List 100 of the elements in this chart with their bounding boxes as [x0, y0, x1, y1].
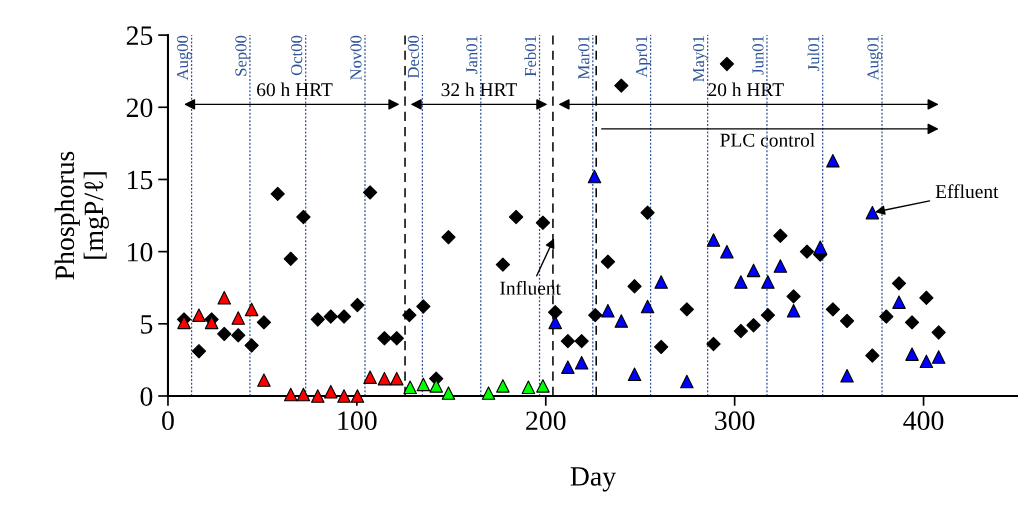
- point: [337, 389, 351, 403]
- ref-line-label: Aug00: [176, 35, 192, 81]
- point: [403, 380, 417, 395]
- x-axis-title: Day: [570, 467, 617, 492]
- ref-line-label: Feb01: [524, 36, 537, 77]
- point: [720, 244, 734, 259]
- point: [441, 230, 456, 245]
- point: [560, 333, 576, 349]
- point: [192, 308, 206, 322]
- point: [680, 374, 694, 389]
- point: [231, 311, 246, 325]
- point: [231, 328, 246, 343]
- point: [840, 369, 854, 383]
- point: [495, 257, 511, 272]
- point: [892, 295, 906, 309]
- point: [363, 370, 377, 384]
- point: [336, 309, 352, 324]
- point: [746, 263, 761, 278]
- point: [627, 367, 642, 382]
- point: [614, 78, 629, 93]
- point: [733, 323, 749, 339]
- ref-line-label: Sep00: [235, 35, 250, 76]
- annotation: 20 h HRT: [708, 82, 784, 97]
- point: [627, 279, 642, 294]
- point: [706, 336, 721, 352]
- ref-line-label: Aug01: [867, 36, 882, 81]
- point: [377, 331, 392, 346]
- point: [719, 56, 735, 72]
- annotation: 60 h HRT: [257, 82, 333, 97]
- point: [324, 384, 338, 399]
- point: [587, 169, 602, 184]
- point: [799, 244, 815, 259]
- ref-line-label: Jun01: [752, 36, 764, 75]
- point: [402, 307, 417, 323]
- point: [283, 251, 298, 266]
- annotation: PLC control: [720, 133, 815, 147]
- point: [601, 304, 615, 318]
- point: [535, 215, 551, 230]
- y-tick-label: 20: [126, 98, 153, 118]
- point: [191, 344, 207, 359]
- point: [773, 228, 788, 243]
- point: [904, 315, 920, 330]
- point: [813, 240, 827, 255]
- x-tick-label: 0: [162, 411, 174, 431]
- y-tick-label: 25: [126, 26, 153, 46]
- point: [416, 299, 431, 314]
- point: [429, 379, 443, 393]
- y-tick-label: 5: [141, 315, 153, 334]
- point: [574, 333, 589, 349]
- point: [600, 254, 616, 269]
- point: [416, 377, 431, 392]
- point: [561, 360, 575, 374]
- x-tick-label: 300: [715, 411, 755, 431]
- point: [496, 379, 510, 393]
- point: [323, 309, 338, 324]
- point: [706, 233, 721, 247]
- point: [931, 350, 946, 364]
- point: [536, 379, 550, 393]
- y-axis-title: Phosphorus [mgP/ℓ]: [54, 151, 109, 280]
- point: [521, 380, 536, 395]
- point: [256, 315, 272, 330]
- point: [905, 347, 919, 361]
- point: [508, 209, 524, 225]
- ref-line-label: May01: [692, 36, 708, 82]
- point: [654, 339, 669, 355]
- point: [640, 205, 655, 220]
- point: [481, 386, 496, 400]
- ref-line-label: Nov00: [350, 35, 362, 80]
- ref-line-label: Jul01: [807, 36, 820, 71]
- point: [217, 291, 232, 305]
- point: [919, 290, 934, 305]
- point: [244, 338, 259, 353]
- point: [548, 315, 562, 330]
- x-tick-label: 400: [903, 411, 944, 431]
- point: [217, 326, 232, 342]
- point: [244, 302, 259, 317]
- point: [786, 304, 801, 318]
- point: [839, 313, 855, 329]
- point: [654, 275, 668, 289]
- point: [786, 289, 801, 304]
- annotation: Influent: [500, 280, 561, 295]
- point: [891, 276, 907, 291]
- point: [773, 259, 788, 273]
- point: [283, 387, 298, 402]
- x-tick-label: 100: [338, 411, 377, 431]
- ref-line-label: Dec00: [407, 35, 420, 79]
- point: [270, 186, 285, 202]
- ref-line-label: Oct00: [291, 35, 303, 76]
- point: [919, 354, 934, 369]
- point: [257, 373, 271, 387]
- point: [389, 331, 404, 346]
- point: [614, 314, 629, 328]
- point: [548, 305, 563, 320]
- annotation: Effluent: [935, 184, 999, 199]
- y-tick-label: 0: [140, 387, 153, 406]
- ref-line-label: Jan01: [466, 36, 478, 74]
- x-tick-label: 200: [526, 411, 566, 431]
- point: [761, 275, 775, 289]
- point: [588, 307, 603, 323]
- point: [441, 386, 456, 400]
